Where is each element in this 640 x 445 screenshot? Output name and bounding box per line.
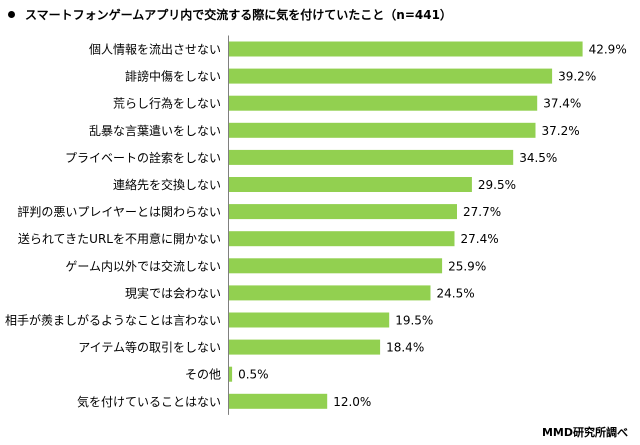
data-label: 42.9% (589, 43, 627, 57)
category-label: ゲーム内以外では交流しない (65, 258, 221, 273)
category-label: 評判の悪いプレイヤーとは関わらない (17, 204, 221, 219)
data-label: 18.4% (386, 341, 424, 355)
data-label: 27.4% (461, 232, 499, 246)
data-label: 39.2% (558, 70, 596, 84)
bar (228, 41, 583, 57)
bar (228, 149, 514, 165)
chart-source: MMD研究所調べ (541, 426, 628, 439)
category-label: アイテム等の取引をしない (78, 341, 221, 355)
data-label: 34.5% (519, 151, 557, 165)
data-label: 24.5% (437, 286, 475, 300)
category-label: その他 (185, 368, 221, 382)
bar (228, 312, 390, 328)
category-label: 相手が羨ましがるようなことは言わない (5, 313, 221, 328)
bar (228, 177, 472, 192)
category-label: 個人情報を流出させない (89, 43, 221, 57)
data-label: 37.2% (542, 124, 580, 138)
data-label: 37.4% (543, 97, 581, 111)
category-label: プライベートの詮索をしない (65, 151, 221, 165)
category-label: 送られてきたURLを不用意に開かない (18, 231, 221, 246)
category-label: 荒らし行為をしない (113, 97, 221, 111)
bar (228, 366, 233, 382)
bar (228, 204, 457, 220)
category-label: 誹謗中傷をしない (125, 69, 221, 84)
chart-title: スマートフォンゲームアプリ内で交流する際に気を付けていたこと（n=441） (8, 6, 452, 23)
bar (228, 258, 443, 274)
data-label: 27.7% (463, 205, 501, 219)
data-label: 29.5% (478, 178, 516, 192)
bar (228, 285, 431, 301)
bar (228, 95, 538, 111)
category-label: 気を付けていることはない (77, 394, 221, 409)
bar (228, 339, 381, 355)
data-label: 0.5% (238, 368, 269, 382)
bar (228, 231, 455, 247)
data-label: 12.0% (333, 395, 371, 409)
chart-title-text: スマートフォンゲームアプリ内で交流する際に気を付けていたこと（n=441） (25, 8, 452, 22)
bar (228, 393, 328, 409)
data-label: 25.9% (448, 259, 486, 273)
bar (228, 122, 536, 138)
bar (228, 68, 553, 84)
category-label: 連絡先を交換しない (113, 177, 221, 192)
data-label: 19.5% (395, 314, 433, 328)
category-label: 乱暴な言葉遣いをしない (89, 123, 221, 138)
bullet-icon (8, 11, 15, 18)
category-label: 現実では会わない (125, 285, 221, 300)
